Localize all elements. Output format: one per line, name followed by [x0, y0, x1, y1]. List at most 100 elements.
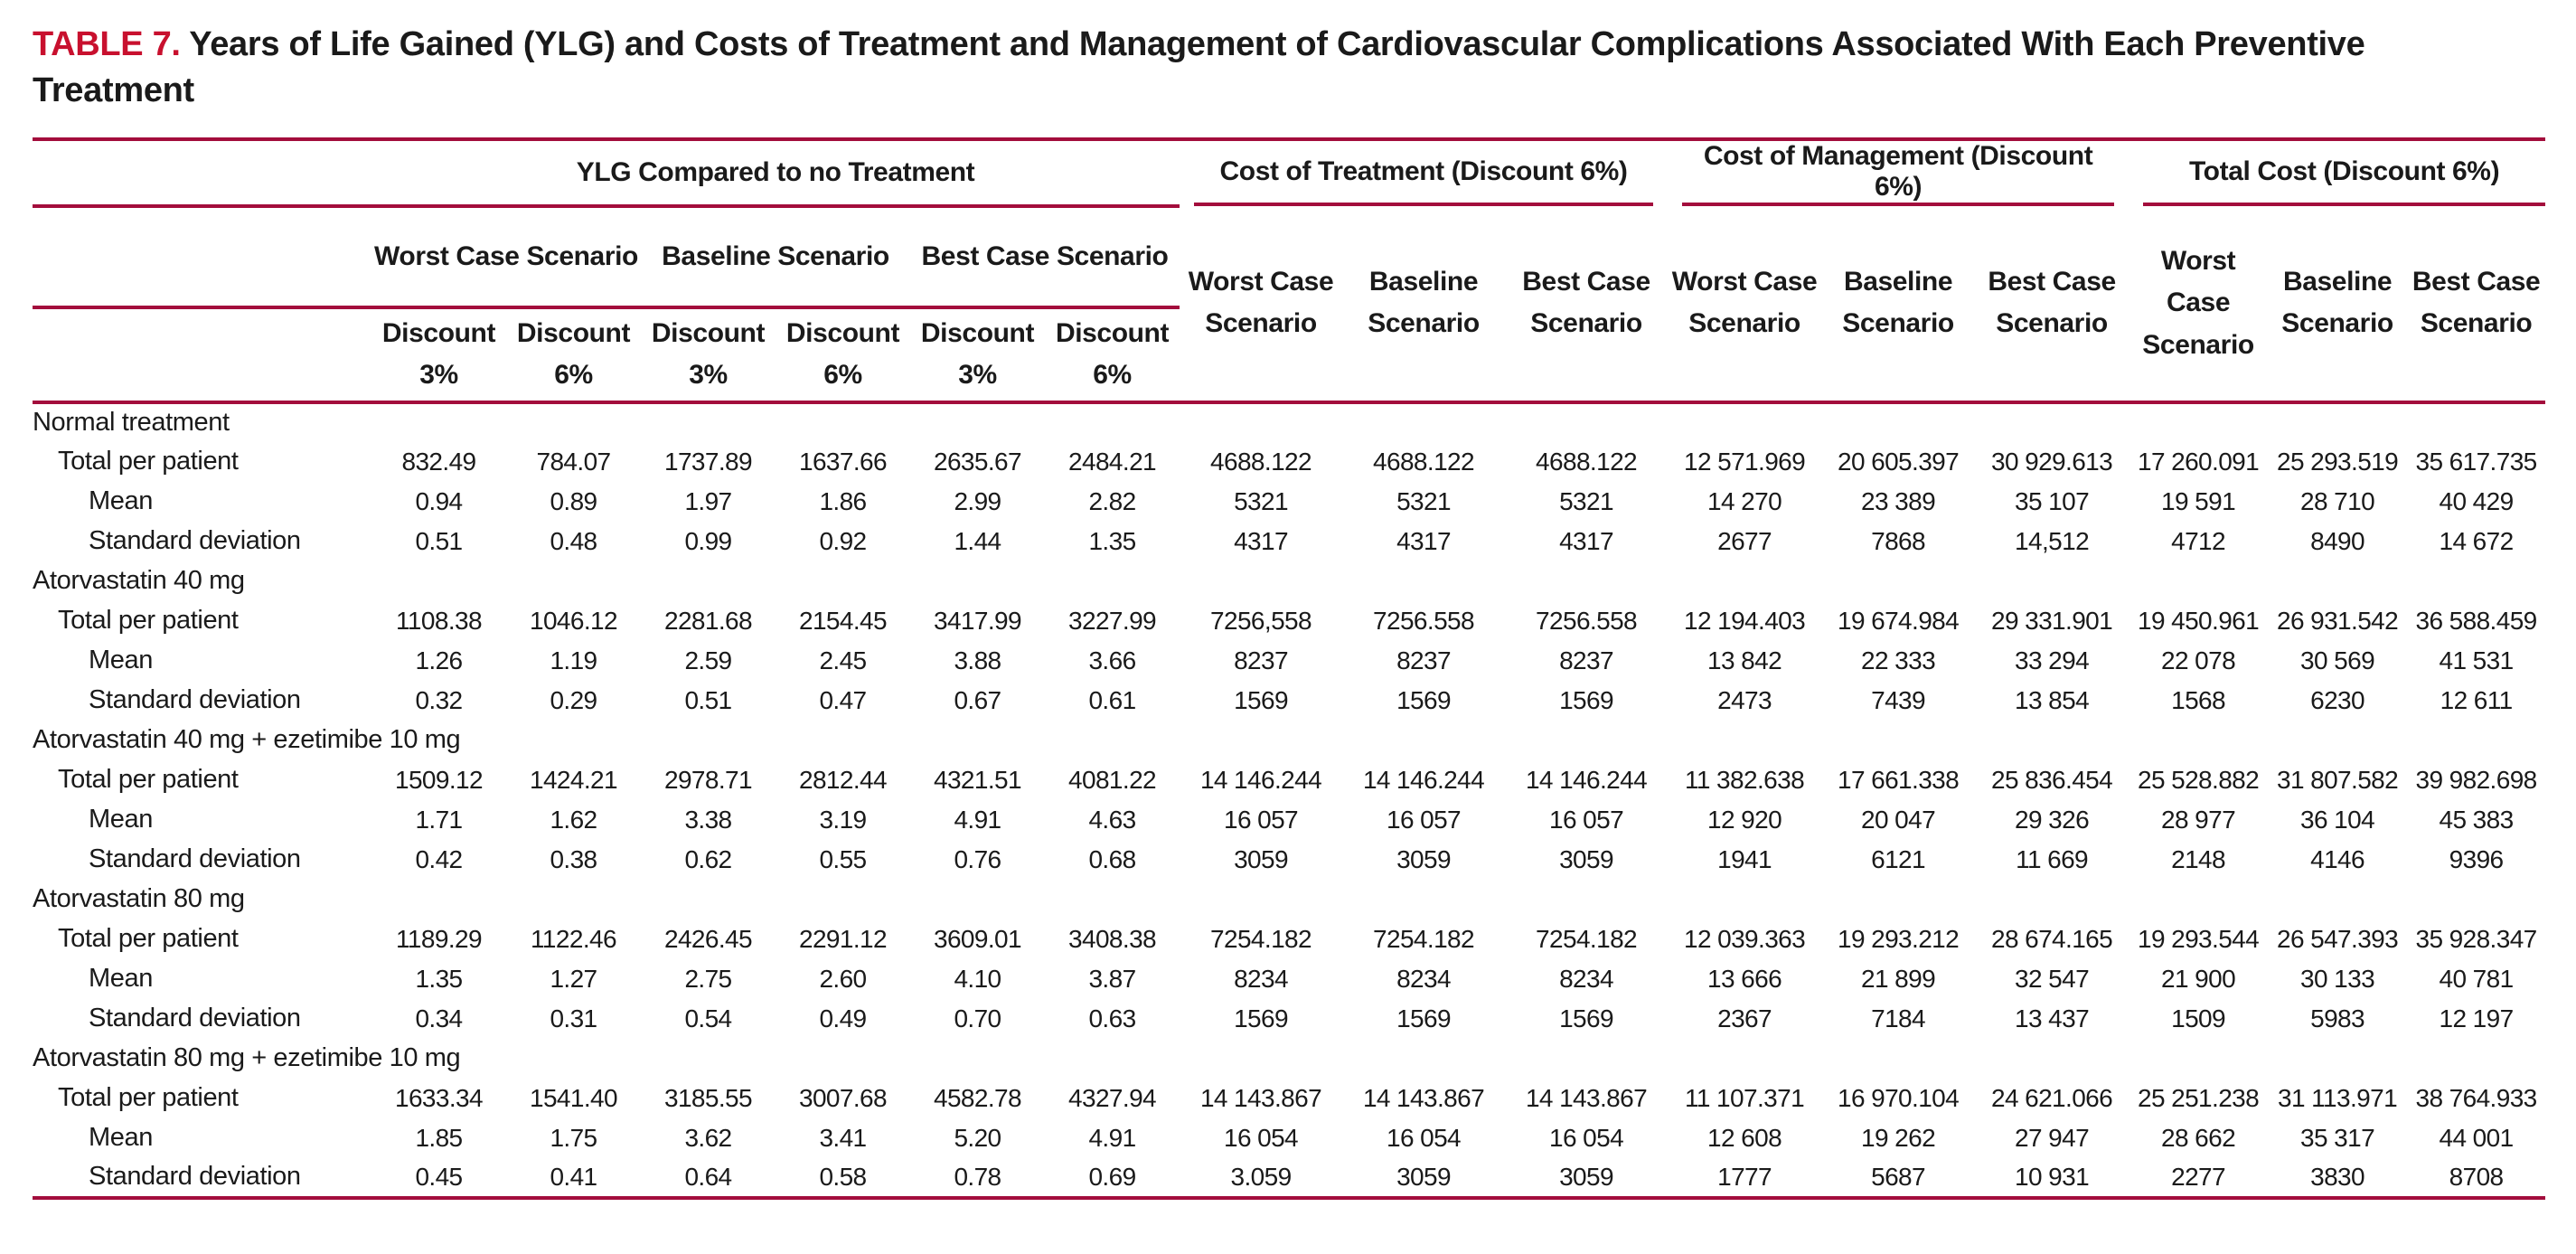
- value-cell: 4688.122: [1373, 447, 1475, 476]
- col-group-ylg: YLG Compared to no Treatment: [33, 137, 1180, 208]
- row-label: Total per patient: [58, 606, 239, 636]
- col-header-manage-baseline: Baseline Scenario: [1821, 205, 1976, 404]
- value-cell: 10 931: [1975, 1157, 2129, 1200]
- value-cell: 0.62: [684, 844, 732, 873]
- value-cell: 35 107: [2015, 486, 2090, 515]
- section-label: Normal treatment: [33, 408, 230, 438]
- value-cell: 28 977: [2161, 805, 2236, 834]
- value-cell: 7439: [1871, 685, 1925, 714]
- table-row: Mean 0.94 0.89 1.97 1.86 2.99 2.82 5321 5321 5321…: [33, 482, 2545, 522]
- value-cell: 0.55: [819, 844, 867, 873]
- value-cell: 0.64: [641, 1157, 776, 1200]
- table-header: YLG Compared to no Treatment Cost of Tre…: [33, 137, 2546, 404]
- section-label: Atorvastatin 80 mg: [33, 884, 245, 914]
- row-label: Standard deviation: [89, 1004, 301, 1033]
- value-cell: 0.41: [506, 1157, 641, 1200]
- value-cell: 12 611: [2440, 685, 2514, 714]
- value-cell: 3609.01: [933, 924, 1022, 953]
- value-cell: 0.68: [1088, 844, 1136, 873]
- value-cell: 16 057: [1386, 805, 1462, 834]
- value-cell: 20 605.397: [1837, 447, 1960, 476]
- value-cell: 23 389: [1861, 486, 1936, 515]
- col-header-ylg-best: Best Case Scenario: [910, 205, 1180, 309]
- value-cell: 6121: [1871, 844, 1925, 873]
- value-cell: 2291.12: [798, 924, 888, 953]
- value-cell: 14 146.244: [1525, 765, 1648, 794]
- value-cell: 4688.122: [1536, 447, 1638, 476]
- value-cell: 19 293.544: [2137, 924, 2260, 953]
- value-cell: 2148: [2171, 844, 2225, 873]
- value-cell: 0.34: [415, 1004, 463, 1032]
- value-cell: 0.70: [954, 1004, 1001, 1032]
- value-cell: 8234: [1559, 964, 1613, 993]
- value-cell: 21 900: [2161, 964, 2236, 993]
- value-cell: 1122.46: [531, 924, 617, 953]
- value-cell: 0.54: [684, 1004, 732, 1032]
- value-cell: 2.99: [954, 486, 1001, 515]
- value-cell: 45 383: [2439, 805, 2515, 834]
- value-cell: 25 836.454: [1990, 765, 2113, 794]
- discount-header-row: Discount 3% Discount 6% Discount 3% Disc…: [33, 306, 2545, 404]
- value-cell: 19 591: [2161, 486, 2236, 515]
- value-cell: 14 146.244: [1199, 765, 1322, 794]
- value-cell: 1509: [2171, 1004, 2225, 1032]
- value-cell: 3059: [1396, 844, 1451, 873]
- value-cell: 2281.68: [663, 606, 753, 635]
- value-cell: 14 146.244: [1362, 765, 1485, 794]
- table-row: Standard deviation 0.42 0.38 0.62 0.55 0.76 0.…: [33, 840, 2545, 880]
- value-cell: 19 262: [1861, 1123, 1936, 1152]
- value-cell: 29 331.901: [1990, 606, 2113, 635]
- table-row: Total per patient 1189.29 1122.46 2426.45 22…: [33, 919, 2545, 959]
- value-cell: 1569: [1234, 685, 1288, 714]
- value-cell: 4.91: [1088, 1123, 1136, 1152]
- value-cell: 3059: [1342, 1157, 1506, 1200]
- value-cell: 8237: [1396, 646, 1451, 674]
- value-cell: 4317: [1396, 526, 1451, 555]
- value-cell: 1.44: [954, 526, 1001, 555]
- value-cell: 4317: [1559, 526, 1613, 555]
- value-cell: 7254.182: [1373, 924, 1475, 953]
- value-cell: 26 547.393: [2276, 924, 2399, 953]
- value-cell: 29 326: [2015, 805, 2090, 834]
- value-cell: 0.38: [550, 844, 597, 873]
- section-row: Atorvastatin 80 mg: [33, 880, 2545, 919]
- value-cell: 0.89: [550, 486, 597, 515]
- table-number: TABLE 7.: [33, 25, 181, 63]
- value-cell: 1.35: [415, 964, 463, 993]
- row-label: Standard deviation: [89, 526, 301, 556]
- value-cell: 17 260.091: [2137, 447, 2260, 476]
- value-cell: 1569: [1396, 685, 1451, 714]
- col-header-manage-best: Best Case Scenario: [1975, 205, 2129, 404]
- value-cell: 11 107.371: [1685, 1083, 1805, 1112]
- value-cell: 1.75: [550, 1123, 597, 1152]
- section-row: Atorvastatin 80 mg + ezetimibe 10 mg: [33, 1039, 2545, 1079]
- table-row: Mean 1.26 1.19 2.59 2.45 3.88 3.66 8237 8237 8237…: [33, 641, 2545, 681]
- value-cell: 0.99: [684, 526, 732, 555]
- section-row: Normal treatment: [33, 402, 2545, 442]
- section-row: Atorvastatin 40 mg: [33, 561, 2545, 601]
- col-header-ylg-baseline: Baseline Scenario: [641, 205, 910, 309]
- group-header-row: YLG Compared to no Treatment Cost of Tre…: [33, 137, 2546, 208]
- value-cell: 14 143.867: [1525, 1083, 1648, 1112]
- value-cell: 17 661.338: [1837, 765, 1960, 794]
- value-cell: 0.29: [550, 685, 597, 714]
- col-header-total-best: Best Case Scenario: [2407, 205, 2546, 404]
- table-body: Normal treatment Total per patient 832.49 7…: [33, 402, 2546, 1200]
- value-cell: 1108.38: [396, 606, 483, 635]
- col-group-ylg-label: YLG Compared to no Treatment: [576, 156, 975, 187]
- value-cell: 1569: [1559, 685, 1613, 714]
- value-cell: 0.51: [684, 685, 732, 714]
- value-cell: 22 078: [2161, 646, 2236, 674]
- value-cell: 28 674.165: [1990, 924, 2113, 953]
- value-cell: 0.69: [1045, 1157, 1180, 1200]
- row-label: Standard deviation: [89, 844, 301, 874]
- value-cell: 30 133: [2300, 964, 2375, 993]
- value-cell: 3.19: [819, 805, 867, 834]
- value-cell: 2.59: [684, 646, 732, 674]
- value-cell: 1.97: [684, 486, 732, 515]
- value-cell: 2.60: [819, 964, 867, 993]
- value-cell: 8490: [2310, 526, 2364, 555]
- value-cell: 11 382.638: [1685, 765, 1805, 794]
- value-cell: 8237: [1234, 646, 1288, 674]
- value-cell: 38 764.933: [2415, 1083, 2538, 1112]
